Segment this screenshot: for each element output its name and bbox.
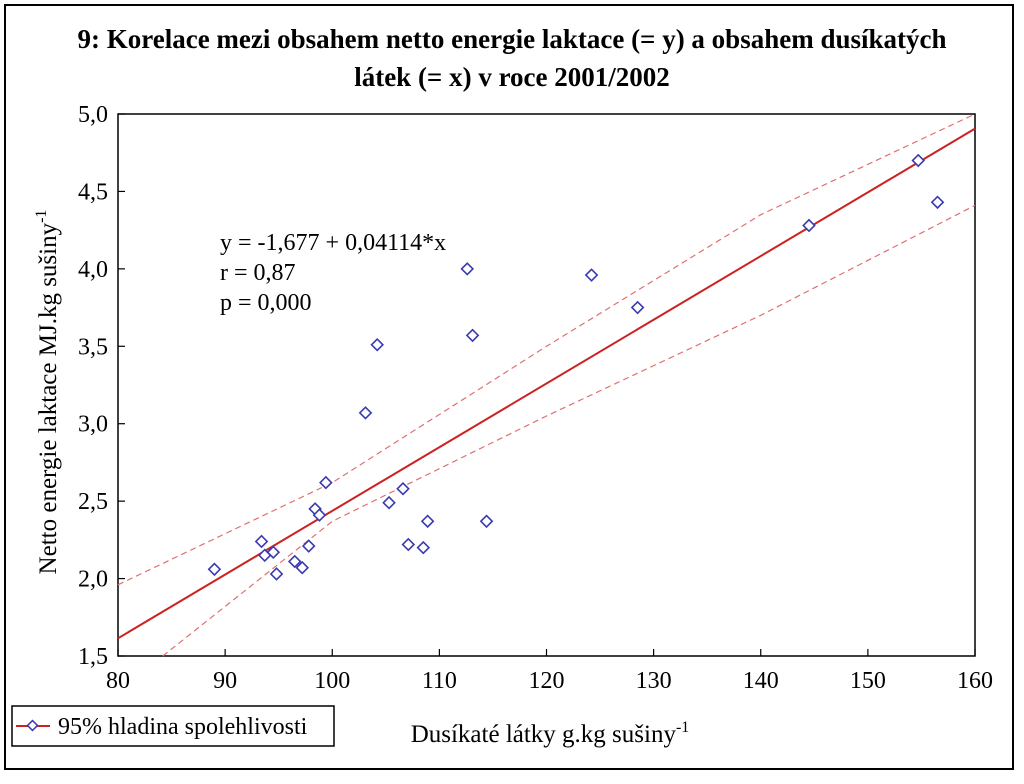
data-point xyxy=(358,406,373,420)
data-point xyxy=(401,537,416,552)
data-point xyxy=(460,262,475,276)
x-tick-label: 130 xyxy=(636,668,672,694)
y-axis-label-sup: -1 xyxy=(33,210,50,223)
x-tick-label: 160 xyxy=(957,668,993,694)
y-tick-label: 3,5 xyxy=(78,334,108,360)
confidence-band-layer xyxy=(117,113,976,657)
data-point xyxy=(911,153,926,168)
legend-marker-swatch xyxy=(26,719,39,732)
data-points-layer xyxy=(207,153,945,581)
x-tick-label: 80 xyxy=(106,668,130,694)
plot-area-layer xyxy=(117,113,976,657)
data-point xyxy=(269,567,284,581)
data-point xyxy=(207,562,222,577)
data-point xyxy=(382,495,396,510)
x-tick-label: 100 xyxy=(314,668,350,694)
plot-area xyxy=(117,113,976,657)
legend: 95% hladina spolehlivosti xyxy=(11,705,335,747)
data-point xyxy=(295,560,310,575)
data-point xyxy=(254,534,269,549)
data-point xyxy=(416,540,431,555)
annotation-r: r = 0,87 xyxy=(220,260,296,286)
legend-label: 95% hladina spolehlivosti xyxy=(58,714,308,740)
chart-title-line2: látek (= x) v roce 2001/2002 xyxy=(354,62,670,92)
x-tick-label: 150 xyxy=(850,668,886,694)
chart-title: 9: Korelace mezi obsahem netto energie l… xyxy=(0,20,1024,96)
data-point xyxy=(266,545,281,560)
data-point xyxy=(479,514,494,529)
y-tick-label: 5,0 xyxy=(78,102,108,128)
x-tick-label: 140 xyxy=(743,668,779,694)
annotation-equation: y = -1,677 + 0,04114*x xyxy=(220,230,446,256)
x-tick-label: 120 xyxy=(529,668,565,694)
data-point xyxy=(396,481,410,496)
data-point xyxy=(802,218,816,233)
y-axis-label: Netto energie laktace MJ.kg sušiny-1 xyxy=(33,210,62,575)
annotation-p: p = 0,000 xyxy=(220,290,312,316)
data-point xyxy=(420,514,435,529)
x-axis-label-sup: -1 xyxy=(676,719,689,736)
data-point xyxy=(930,195,945,210)
data-point xyxy=(312,508,327,522)
data-point xyxy=(287,554,302,569)
y-tick-label: 1,5 xyxy=(78,644,108,670)
tick-labels-layer: 80 90 100 110 120 130 140 150 160 1,5 2,0 2,5 3,0 3,5… xyxy=(78,102,993,694)
data-point xyxy=(319,475,333,490)
confidence-band-upper xyxy=(117,113,976,586)
y-tick-label: 3,0 xyxy=(78,412,108,438)
y-tick-label: 2,0 xyxy=(78,567,108,593)
y-tick-label: 4,5 xyxy=(78,179,108,205)
data-point xyxy=(630,300,645,315)
x-axis-label: Dusíkaté látky g.kg sušiny-1 xyxy=(411,719,690,748)
y-tick-label: 2,5 xyxy=(78,489,108,515)
x-axis-label-text: Dusíkaté látky g.kg sušiny xyxy=(411,721,677,748)
data-point xyxy=(301,539,316,553)
x-tick-label: 110 xyxy=(422,668,457,694)
y-tick-label: 4,0 xyxy=(78,257,108,283)
data-point xyxy=(584,268,599,282)
chart-title-line1: 9: Korelace mezi obsahem netto energie l… xyxy=(77,24,947,54)
y-axis-label-text: Netto energie laktace MJ.kg sušiny xyxy=(35,222,62,574)
confidence-band-lower xyxy=(162,204,976,657)
data-point xyxy=(465,328,480,343)
data-point xyxy=(370,337,384,352)
legend-box xyxy=(11,705,335,747)
x-tick-label: 90 xyxy=(213,668,237,694)
